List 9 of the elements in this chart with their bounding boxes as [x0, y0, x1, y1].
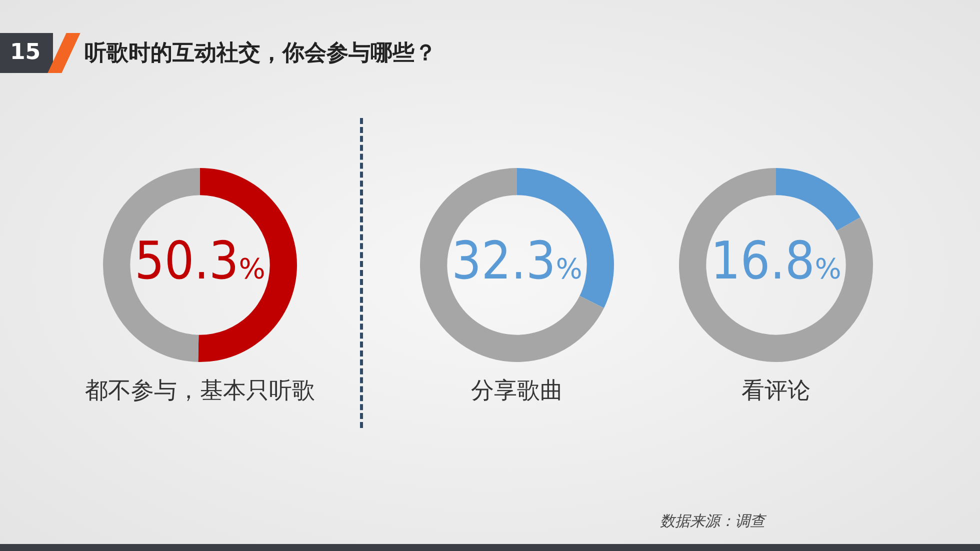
data-label: 32.3% — [452, 232, 582, 292]
chart-title: 听歌时的互动社交，你会参与哪些？ — [84, 40, 437, 68]
data-label: 16.8% — [710, 232, 842, 292]
source-note: 数据来源：调查 — [660, 512, 765, 531]
text: 15 — [0, 33, 53, 73]
data-label: 50.3% — [134, 232, 266, 292]
text: 分享歌曲 — [470, 377, 564, 406]
text: 看评论 — [740, 377, 812, 406]
text: 都不参与，基本只听歌 — [84, 377, 316, 406]
